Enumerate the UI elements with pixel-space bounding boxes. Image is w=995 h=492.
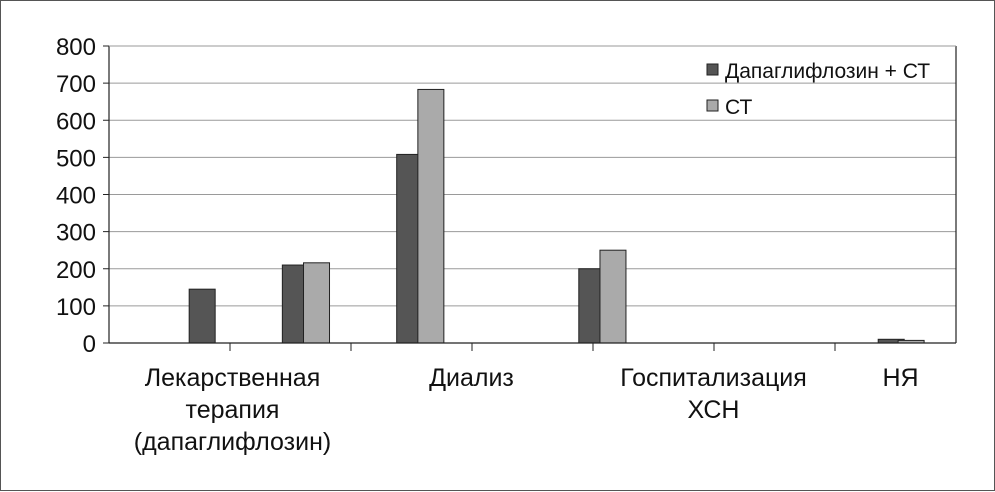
bar-1-2 xyxy=(417,88,445,344)
category-label: терапия xyxy=(186,396,280,424)
legend-label: Дапаглифлозин + СТ xyxy=(725,60,930,83)
axes xyxy=(103,45,957,351)
y-tick-label: 200 xyxy=(56,257,96,284)
category-label: Госпитализация xyxy=(620,364,807,392)
bar-1-3 xyxy=(599,249,627,344)
bar-0-0 xyxy=(188,288,216,344)
category-label: Лекарственная xyxy=(145,364,321,392)
category-label: (дапаглифлозин) xyxy=(134,428,331,456)
y-tick-label: 600 xyxy=(56,108,96,135)
legend-label: СТ xyxy=(725,96,752,119)
bars xyxy=(188,88,925,344)
gridlines xyxy=(109,45,956,307)
category-label: НЯ xyxy=(882,364,918,392)
y-tick-label: 300 xyxy=(56,220,96,247)
y-tick-label: 0 xyxy=(83,331,96,358)
category-labels: Лекарственная терапия (дапаглифлозин) Диали… xyxy=(134,364,919,456)
legend-swatch xyxy=(706,63,719,76)
y-tick-label: 700 xyxy=(56,71,96,98)
legend-swatch xyxy=(706,99,719,112)
y-tick-label: 400 xyxy=(56,183,96,210)
y-tick-label: 100 xyxy=(56,294,96,321)
category-label: Диализ xyxy=(429,364,514,392)
bar-1-1 xyxy=(303,262,331,344)
legend: Дапаглифлозин + СТ СТ xyxy=(706,60,930,119)
y-tick-label: 800 xyxy=(56,34,96,61)
category-label: ХСН xyxy=(688,396,740,424)
y-axis-ticks: 0 100 200 300 400 500 600 700 800 xyxy=(56,34,96,358)
y-tick-label: 500 xyxy=(56,145,96,172)
